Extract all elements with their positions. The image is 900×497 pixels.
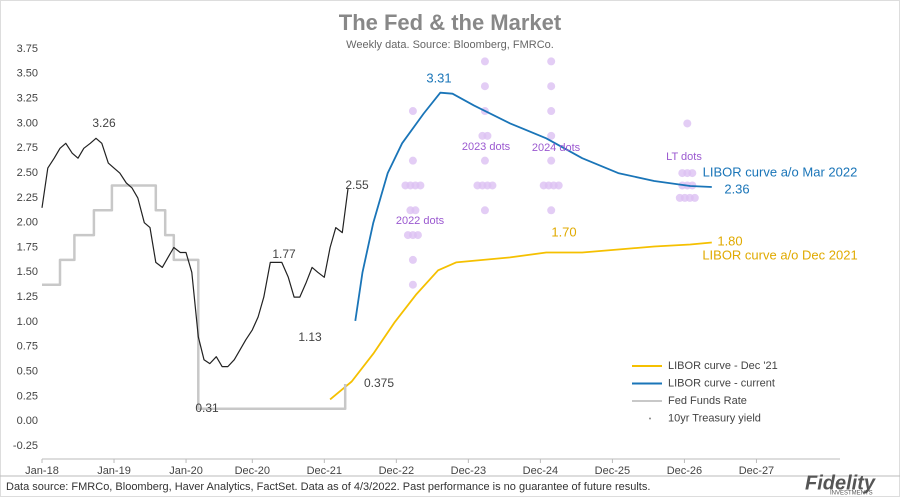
y-tick-label: 0.00 [17,415,38,427]
annotation: 2.36 [724,181,749,196]
y-tick-label: 2.00 [17,217,38,229]
dots-label: 2023 dots [462,141,511,153]
x-tick-label: Dec-26 [667,465,702,477]
y-tick-label: 2.50 [17,167,38,179]
fomc-dot [416,181,425,190]
y-tick-label: 1.25 [17,291,38,303]
fomc-dot [683,119,692,128]
fomc-dot [547,131,556,140]
x-tick-label: Dec-23 [451,465,486,477]
x-tick-label: Dec-20 [235,465,270,477]
y-tick-label: 3.50 [17,68,38,80]
x-tick-label: Dec-25 [595,465,630,477]
x-tick-label: Jan-20 [169,465,203,477]
y-tick-label: 3.75 [17,43,38,55]
y-tick-label: 1.75 [17,241,38,253]
y-tick-label: 2.75 [17,142,38,154]
fomc-dot [547,156,556,165]
annotation: 1.80 [717,233,742,248]
fomc-dot [408,107,417,116]
x-tick-label: Dec-21 [307,465,342,477]
y-tick-label: -0.25 [13,440,38,452]
fomc-dot [411,206,420,215]
annotation: 0.31 [195,401,219,415]
y-tick-label: 0.25 [17,390,38,402]
series-line [42,184,347,411]
y-tick-label: 3.25 [17,93,38,105]
annotation: 3.31 [426,70,451,85]
annotation: 0.375 [364,376,394,390]
fomc-dot [480,82,489,91]
fomc-dot [480,206,489,215]
annotation: 1.77 [272,247,296,261]
dots-label: 2022 dots [396,215,445,227]
x-tick-label: Dec-27 [739,465,774,477]
x-tick-label: Dec-24 [523,465,558,477]
annotation: LIBOR curve a/o Mar 2022 [703,164,858,179]
y-tick-label: 1.00 [17,316,38,328]
series-line [354,91,712,322]
fomc-dot [408,255,417,264]
logo-sub: INVESTMENTS [830,491,873,497]
dots-label: LT dots [666,151,702,163]
fomc-dot [554,181,563,190]
x-tick-label: Dec-22 [379,465,414,477]
legend-label: LIBOR curve - Dec '21 [668,360,778,372]
legend-label: LIBOR curve - current [668,377,775,389]
annotation: 2.55 [345,178,369,192]
fomc-dot [483,131,492,140]
y-tick-label: 1.50 [17,266,38,278]
fomc-dot [688,169,697,178]
fomc-dot [480,57,489,66]
fomc-dot [547,107,556,116]
fomc-dot [408,156,417,165]
footer: Data source: FMRCo, Bloomberg, Haver Ana… [6,481,650,493]
fomc-dot [488,181,497,190]
fomc-dot [547,206,556,215]
fomc-dot [547,57,556,66]
series-line [329,241,712,401]
fomc-dot [408,280,417,289]
x-tick-label: Jan-19 [97,465,131,477]
y-tick-label: 3.00 [17,117,38,129]
fomc-dot [547,82,556,91]
fomc-dot [690,193,699,202]
annotation: LIBOR curve a/o Dec 2021 [702,247,857,262]
series-line [41,137,349,368]
legend-label: 10yr Treasury yield [668,412,761,424]
legend-label: Fed Funds Rate [668,395,747,407]
chart-subtitle: Weekly data. Source: Bloomberg, FMRCo. [346,39,554,51]
y-tick-label: 0.75 [17,341,38,353]
x-tick-label: Jan-18 [25,465,59,477]
dots-label: 2024 dots [532,142,581,154]
legend-swatch [649,417,651,420]
annotation: 1.13 [298,330,322,344]
fomc-dot [480,156,489,165]
logo: Fidelity [805,472,876,494]
chart-title: The Fed & the Market [339,10,562,35]
annotation: 3.26 [92,116,116,130]
annotation: 1.70 [551,224,576,239]
fomc-dot [413,231,422,240]
y-tick-label: 0.50 [17,365,38,377]
y-tick-label: 2.25 [17,192,38,204]
